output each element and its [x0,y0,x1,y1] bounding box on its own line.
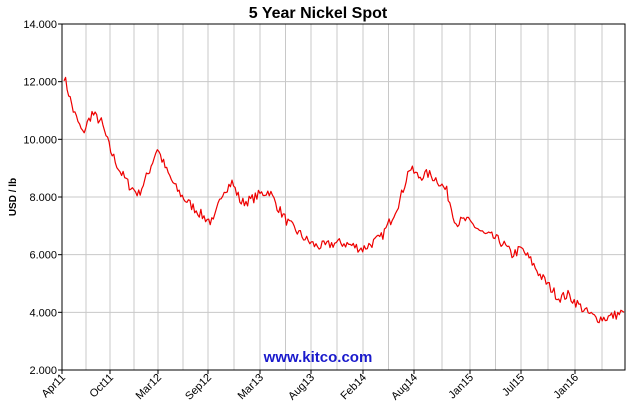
x-tick-label: Jan15 [446,372,476,402]
y-tick-label: 14.000 [23,19,57,31]
x-tick-label: Mar12 [134,372,165,402]
x-tick-label: Sep12 [183,372,214,402]
x-tick-label: Feb14 [339,372,370,402]
watermark-text: www.kitco.com [263,349,373,366]
y-tick-label: 8.000 [29,192,57,204]
x-tick-label: Aug14 [389,372,420,402]
y-tick-label: 4.000 [29,307,57,319]
gridlines [62,23,625,371]
y-tick-label: 6.000 [29,250,57,262]
x-axis: Apr11 Oct11 Mar12 Sep12 Mar13 Aug13 Feb14 Aug14… [39,370,581,402]
x-tick-label: Jan16 [551,372,581,402]
series-layer [63,76,625,324]
y-tick-label: 2.000 [29,365,57,377]
nickel-price-line [63,76,625,324]
y-axis: 2.000 4.000 6.000 8.000 10.000 12.000 14.000 [23,19,62,377]
x-tick-label: Aug13 [286,372,317,402]
x-tick-label: Mar13 [236,372,267,402]
y-tick-label: 10.000 [23,134,57,146]
x-tick-label: Oct11 [87,372,116,401]
x-tick-label: Jul15 [500,372,527,399]
y-axis-label: USD / lb [8,178,19,216]
chart-title: 5 Year Nickel Spot [249,5,388,22]
y-tick-label: 12.000 [23,77,57,89]
